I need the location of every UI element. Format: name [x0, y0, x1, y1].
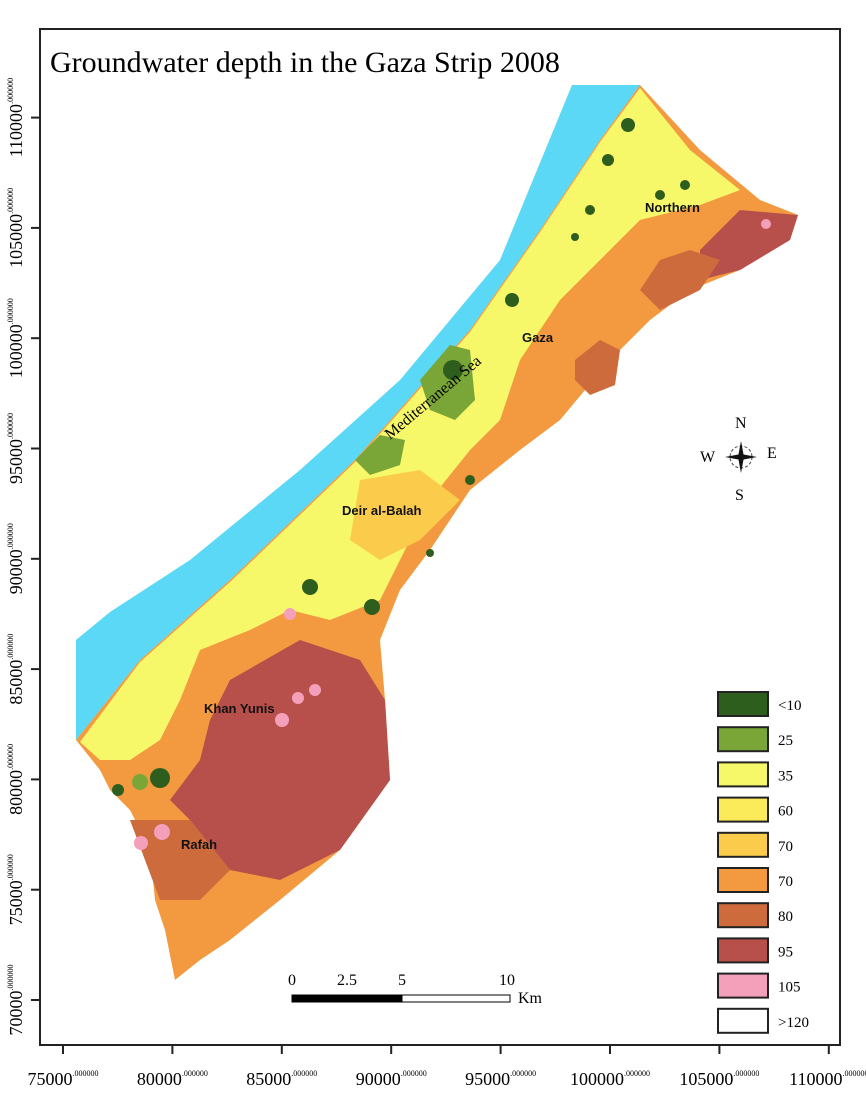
place-label-deir-al-balah: Deir al-Balah: [342, 503, 422, 518]
legend: <10 25 35 60 70 70 80 95 105 >120: [717, 691, 809, 1034]
mediterranean-sea: [76, 85, 640, 740]
legend-swatch: [717, 726, 769, 753]
zone-70-patch: [350, 470, 460, 560]
compass-rose: N S E W: [700, 415, 777, 504]
y-axis: 70000.000000 75000.000000 80000.000000 8500…: [6, 78, 40, 1036]
zone-25-center: [420, 345, 475, 420]
gaza-strip-depth-surface: [76, 85, 798, 980]
x-tick-label: 100000.000000: [570, 1069, 650, 1089]
zone-95-south: [170, 640, 390, 880]
scale-label: 10: [499, 972, 515, 989]
zone-35: [80, 88, 740, 760]
legend-swatch: [717, 691, 769, 717]
place-label-gaza: Gaza: [522, 330, 554, 345]
legend-label: 105: [778, 980, 801, 996]
legend-swatch: [717, 972, 769, 999]
compass-s: S: [735, 487, 744, 504]
compass-e: E: [767, 445, 777, 462]
legend-swatch: [717, 937, 769, 964]
legend-label: 70: [778, 839, 793, 855]
scale-label: 0: [288, 972, 296, 989]
y-tick-label: 105000.000000: [6, 188, 26, 268]
zone-80-gaza: [575, 340, 620, 395]
x-axis: 75000.000000 80000.000000 85000.000000 9000…: [28, 1045, 866, 1089]
compass-w: W: [700, 449, 716, 466]
compass-star-icon: [725, 441, 757, 473]
y-tick-label: 100000.000000: [6, 298, 26, 378]
zone-80-north: [640, 250, 720, 310]
legend-label: 60: [778, 804, 793, 820]
place-label-rafah: Rafah: [181, 837, 217, 852]
map-title: Groundwater depth in the Gaza Strip 2008: [50, 46, 560, 79]
legend-label: >120: [778, 1015, 809, 1031]
x-tick-label: 105000.000000: [679, 1069, 759, 1089]
legend-swatch: [717, 902, 769, 929]
scale-bar: 0 2.5 5 10 Km: [288, 972, 543, 1007]
y-tick-label: 80000.000000: [6, 744, 26, 815]
legend-label: 95: [778, 944, 793, 960]
y-tick-label: 85000.000000: [6, 634, 26, 705]
zone-80-south: [130, 820, 230, 900]
legend-label: 25: [778, 733, 793, 749]
x-tick-label: 90000.000000: [356, 1069, 427, 1089]
green-wells: [112, 118, 690, 796]
zone-25-deir: [355, 435, 405, 475]
x-tick-label: 75000.000000: [28, 1069, 99, 1089]
y-tick-label: 70000.000000: [6, 965, 26, 1036]
legend-swatch: [717, 796, 769, 823]
legend-label: 35: [778, 768, 793, 784]
place-label-khan-yunis: Khan Yunis: [204, 701, 275, 716]
legend-swatch: [717, 761, 769, 788]
x-tick-label: 95000.000000: [465, 1069, 536, 1089]
scale-label: 5: [398, 972, 406, 989]
legend-label: 80: [778, 909, 793, 925]
y-tick-label: 110000.000000: [6, 78, 26, 157]
y-tick-label: 95000.000000: [6, 413, 26, 484]
x-tick-label: 110000.000000: [789, 1069, 866, 1089]
y-tick-label: 75000.000000: [6, 854, 26, 925]
legend-label: 70: [778, 874, 793, 890]
pink-wells: [134, 219, 771, 850]
y-tick-label: 90000.000000: [6, 523, 26, 594]
x-tick-label: 80000.000000: [137, 1069, 208, 1089]
scale-label: 2.5: [337, 972, 357, 989]
legend-label: <10: [778, 698, 801, 714]
legend-swatch: [717, 867, 769, 893]
legend-swatch: [717, 831, 769, 858]
place-label-northern: Northern: [645, 200, 700, 215]
x-tick-label: 85000.000000: [246, 1069, 317, 1089]
zone-95-north: [700, 210, 798, 280]
compass-n: N: [735, 415, 747, 432]
legend-swatch: [717, 1007, 769, 1034]
scale-unit: Km: [518, 990, 543, 1007]
